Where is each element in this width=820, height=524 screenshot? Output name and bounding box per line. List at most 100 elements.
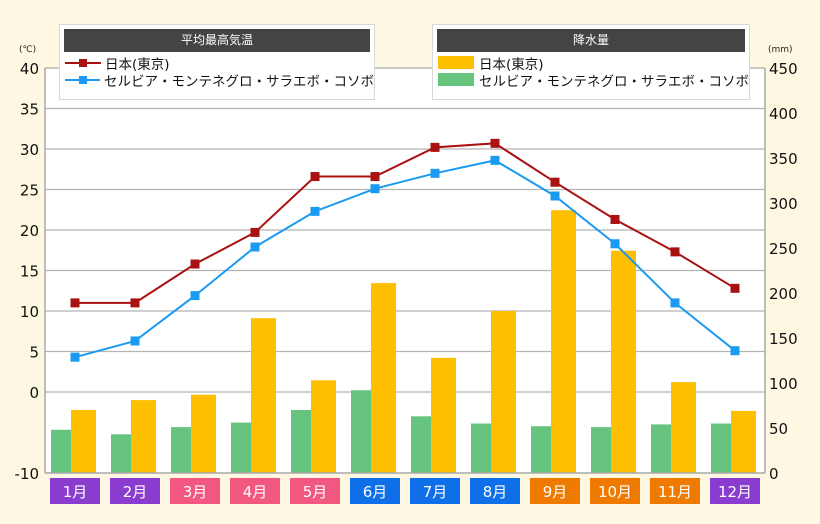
month-label: 6月 <box>363 483 388 501</box>
month-label-badge <box>50 478 100 504</box>
left-tick-label: 15 <box>20 263 39 281</box>
month-label: 1月 <box>63 483 88 501</box>
bar-serbia-precip <box>531 426 551 473</box>
point-japan-temp <box>190 259 200 269</box>
bar-japan-precip <box>71 410 96 473</box>
point-serbia-temp <box>550 191 560 201</box>
point-serbia-temp <box>610 239 620 249</box>
month-label: 7月 <box>423 483 448 501</box>
left-tick-label: 0 <box>29 384 39 402</box>
month-label: 9月 <box>543 483 568 501</box>
point-japan-temp <box>610 214 620 224</box>
left-tick-label: 30 <box>20 141 39 159</box>
bar-serbia-precip <box>231 422 251 473</box>
point-japan-temp <box>70 298 80 308</box>
left-axis-ticks: -10 0 5 10 15 20 25 30 35 40 <box>15 60 40 483</box>
legend-entry-japan-precip: 日本(東京) <box>438 54 749 73</box>
right-tick-label: 100 <box>769 375 798 393</box>
point-serbia-temp <box>670 298 680 308</box>
bar-japan-precip <box>311 380 336 473</box>
point-japan-temp <box>730 283 740 293</box>
month-label-badge <box>530 478 580 504</box>
precipitation-legend: 降水量 日本(東京) セルビア・モンテネグロ・サラエボ・コソボ <box>432 24 750 100</box>
point-japan-temp <box>370 172 380 182</box>
legend-entry-serbia-precip: セルビア・モンテネグロ・サラエボ・コソボ <box>438 71 749 90</box>
precipitation-legend-title: 降水量 <box>437 29 745 52</box>
legend-entry-serbia-temp: セルビア・モンテネグロ・サラエボ・コソボ <box>65 71 374 90</box>
bar-serbia-precip <box>591 427 611 473</box>
bar-serbia-precip <box>471 423 491 473</box>
bar-japan-precip <box>191 394 216 473</box>
bar-series <box>51 210 756 473</box>
legend-label: 日本(東京) <box>479 56 544 73</box>
right-tick-label: 400 <box>769 105 798 123</box>
bar-japan-precip <box>611 250 636 473</box>
line-serbia-temp <box>74 159 736 359</box>
point-japan-temp <box>490 138 500 148</box>
month-label-badge <box>110 478 160 504</box>
right-tick-label: 0 <box>769 465 779 483</box>
bar-serbia-precip <box>411 416 431 473</box>
yellow-swatch-icon <box>438 56 474 69</box>
right-tick-label: 350 <box>769 150 798 168</box>
right-tick-label: 300 <box>769 195 798 213</box>
right-axis-unit: (mm) <box>768 45 793 55</box>
right-tick-label: 250 <box>769 240 798 258</box>
point-japan-temp <box>250 227 260 237</box>
point-serbia-temp <box>130 336 140 346</box>
green-swatch-icon <box>438 73 474 86</box>
month-label-badge <box>710 478 760 504</box>
month-label: 8月 <box>483 483 508 501</box>
month-label: 5月 <box>303 483 328 501</box>
bar-serbia-precip <box>51 429 71 473</box>
temperature-legend-title: 平均最高気温 <box>64 29 370 52</box>
legend-label: 日本(東京) <box>105 56 170 73</box>
right-tick-label: 200 <box>769 285 798 303</box>
bar-japan-precip <box>131 400 156 473</box>
point-japan-temp <box>310 172 320 182</box>
month-label: 12月 <box>718 483 752 501</box>
month-label-badge <box>350 478 400 504</box>
bar-serbia-precip <box>351 390 371 473</box>
point-japan-temp <box>430 142 440 152</box>
bar-serbia-precip <box>651 424 671 473</box>
point-serbia-temp <box>430 168 440 178</box>
bar-japan-precip <box>731 410 756 473</box>
left-tick-label: -10 <box>15 465 40 483</box>
bar-japan-precip <box>251 318 276 473</box>
month-label: 4月 <box>243 483 268 501</box>
left-tick-label: 35 <box>20 101 39 119</box>
left-tick-label: 5 <box>29 344 39 362</box>
bar-serbia-precip <box>291 410 311 473</box>
point-serbia-temp <box>490 155 500 165</box>
point-serbia-temp <box>370 184 380 194</box>
bar-japan-precip <box>491 311 516 473</box>
category-labels: 1月 2月 3月 4月 5月 6月 7月 8月 9月 10月 11月 12月 <box>50 478 760 504</box>
point-serbia-temp <box>730 346 740 356</box>
month-label-badge <box>290 478 340 504</box>
temperature-legend: 平均最高気温 日本(東京) セルビア・モンテネグロ・サラエボ・コソボ <box>59 24 375 100</box>
right-tick-label: 50 <box>769 420 788 438</box>
bar-japan-precip <box>671 382 696 473</box>
line-series <box>70 138 740 362</box>
month-label-badge <box>230 478 280 504</box>
month-label-badge <box>470 478 520 504</box>
bar-japan-precip <box>431 357 456 473</box>
point-japan-temp <box>550 177 560 187</box>
red-line-marker-icon <box>65 57 101 69</box>
left-tick-label: 40 <box>20 60 39 78</box>
point-serbia-temp <box>190 291 200 301</box>
month-label: 10月 <box>598 483 632 501</box>
left-tick-label: 25 <box>20 182 39 200</box>
point-japan-temp <box>670 247 680 257</box>
bar-serbia-precip <box>711 423 731 473</box>
bar-serbia-precip <box>111 434 131 473</box>
month-label: 2月 <box>123 483 148 501</box>
right-axis-ticks: 0 50 100 150 200 250 300 350 400 450 <box>769 60 798 483</box>
month-label-badge <box>590 478 640 504</box>
point-serbia-temp <box>310 206 320 216</box>
bar-japan-precip <box>551 210 576 473</box>
right-tick-label: 450 <box>769 60 798 78</box>
month-label: 11月 <box>658 483 692 501</box>
